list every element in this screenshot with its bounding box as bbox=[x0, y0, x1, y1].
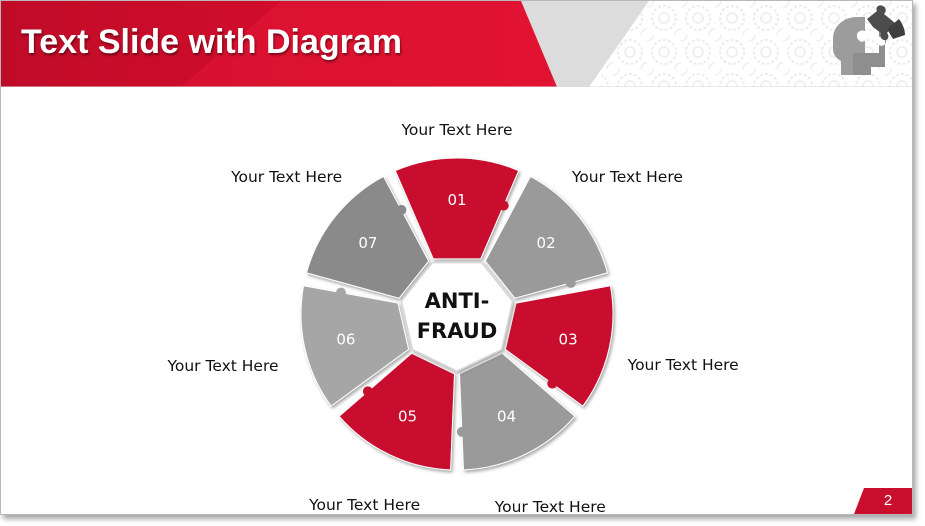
puzzle-knob-01 bbox=[498, 200, 509, 211]
slide: Text Slide with Diagram 01 02 03 04 05 06 07 A… bbox=[0, 0, 913, 515]
diagram-segment-02 bbox=[484, 175, 609, 299]
segment-number-02: 02 bbox=[537, 234, 556, 252]
diagram-segment-01 bbox=[394, 157, 520, 260]
puzzle-knob-07 bbox=[396, 204, 407, 215]
diagram-segment-03 bbox=[504, 285, 614, 407]
diagram: 01 02 03 04 05 06 07 ANTI- FRAUD bbox=[300, 157, 614, 471]
segment-label-03: Your Text Here bbox=[627, 355, 739, 374]
segment-number-06: 06 bbox=[336, 330, 355, 348]
segment-number-07: 07 bbox=[358, 234, 377, 252]
puzzle-knob-05 bbox=[362, 386, 373, 397]
segment-label-07: Your Text Here bbox=[231, 168, 343, 187]
segment-label-05: Your Text Here bbox=[309, 495, 421, 514]
center-label-line-2: FRAUD bbox=[417, 319, 498, 343]
center-label-line-1: ANTI- bbox=[425, 289, 490, 313]
segment-label-02: Your Text Here bbox=[571, 168, 683, 187]
page-number-tab bbox=[854, 488, 864, 514]
diagram-segment-04 bbox=[458, 352, 576, 471]
page-number: 2 bbox=[864, 488, 912, 514]
segment-number-04: 04 bbox=[497, 408, 516, 426]
puzzle-knob-02 bbox=[565, 277, 576, 288]
segment-label-01: Your Text Here bbox=[401, 121, 513, 139]
segment-label-04: Your Text Here bbox=[494, 497, 606, 515]
segment-number-05: 05 bbox=[398, 408, 417, 426]
puzzle-knob-06 bbox=[336, 287, 346, 298]
segment-number-03: 03 bbox=[559, 330, 578, 348]
diagram-segment-06 bbox=[300, 285, 410, 407]
segment-number-01: 01 bbox=[447, 191, 466, 209]
puzzle-knob-03 bbox=[547, 378, 558, 389]
diagram-segment-05 bbox=[338, 352, 456, 471]
slide-title: Text Slide with Diagram bbox=[21, 23, 403, 61]
puzzle-knob-04 bbox=[456, 426, 467, 437]
center-hub bbox=[400, 261, 514, 372]
puzzle-head-icon bbox=[833, 5, 905, 75]
segment-label-06: Your Text Here bbox=[167, 357, 279, 376]
